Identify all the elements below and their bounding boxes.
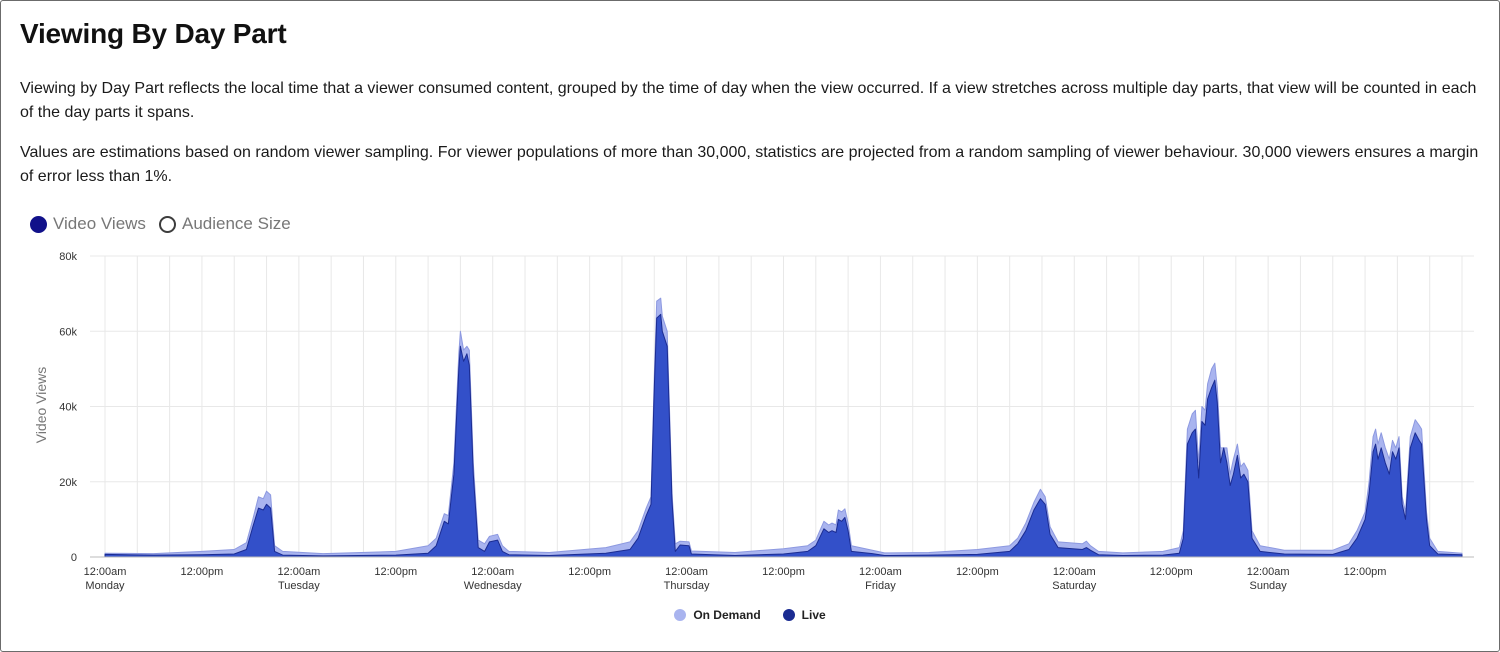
x-tick-label: 12:00pm: [374, 566, 417, 578]
y-tick-label: 60k: [59, 326, 77, 338]
legend-item-on-demand[interactable]: On Demand: [674, 608, 761, 622]
chart-grid: [90, 255, 1474, 558]
y-axis-title: Video Views: [33, 367, 49, 444]
legend-swatch-live: [782, 609, 795, 621]
page-title: Viewing By Day Part: [20, 18, 287, 49]
y-tick-label: 80k: [59, 251, 77, 263]
y-tick-label: 40k: [59, 402, 77, 414]
x-day-label: Thursday: [664, 580, 710, 592]
x-tick-label: 12:00am: [859, 566, 902, 578]
x-tick-label: 12:00am: [471, 566, 514, 578]
x-tick-label: 12:00pm: [1150, 566, 1193, 578]
audience-size-toggle[interactable]: Audience Size: [159, 213, 291, 235]
x-tick-label: 12:00am: [1247, 566, 1290, 578]
description-paragraph-1: Viewing by Day Part reflects the local t…: [20, 80, 1477, 121]
y-tick-label: 0: [71, 552, 77, 564]
x-tick-label: 12:00pm: [1344, 566, 1387, 578]
video-views-label: Video Views: [53, 214, 146, 233]
x-tick-label: 12:00am: [84, 566, 127, 578]
legend-label-live: Live: [801, 608, 826, 622]
x-tick-label: 12:00am: [1053, 566, 1096, 578]
radio-selected-icon[interactable]: [30, 215, 47, 233]
x-day-label: Monday: [85, 580, 125, 592]
x-tick-label: 12:00am: [277, 566, 320, 578]
x-day-label: Tuesday: [278, 580, 320, 592]
chart-legend: On Demand Live: [0, 608, 1500, 622]
x-tick-label: 12:00pm: [762, 566, 805, 578]
x-day-label: Wednesday: [464, 580, 522, 592]
radio-unselected-icon[interactable]: [159, 215, 176, 233]
legend-label-on-demand: On Demand: [693, 608, 761, 622]
x-tick-label: 12:00pm: [568, 566, 611, 578]
viewing-by-day-part-chart[interactable]: 0 20k 40k 60k 80k 12:00am Monday 12:00pm 12:00am…: [0, 240, 1500, 600]
x-tick-label: 12:00am: [665, 566, 708, 578]
audience-size-label: Audience Size: [182, 214, 291, 233]
x-day-label: Saturday: [1052, 580, 1097, 592]
x-tick-label: 12:00pm: [181, 566, 224, 578]
live-area: [104, 313, 1463, 558]
video-views-toggle[interactable]: Video Views: [30, 213, 146, 235]
x-tick-label: 12:00pm: [956, 566, 999, 578]
y-tick-label: 20k: [59, 477, 77, 489]
chart-axes: 0 20k 40k 60k 80k 12:00am Monday 12:00pm 12:00am…: [59, 251, 1474, 592]
legend-swatch-on-demand: [674, 609, 687, 621]
x-day-label: Friday: [865, 580, 896, 592]
description-paragraph-2: Values are estimations based on random v…: [20, 144, 1479, 185]
on-demand-area: [104, 297, 1463, 558]
chart-areas: [104, 297, 1463, 558]
x-day-label: Sunday: [1249, 580, 1287, 592]
legend-item-live[interactable]: Live: [782, 608, 826, 622]
